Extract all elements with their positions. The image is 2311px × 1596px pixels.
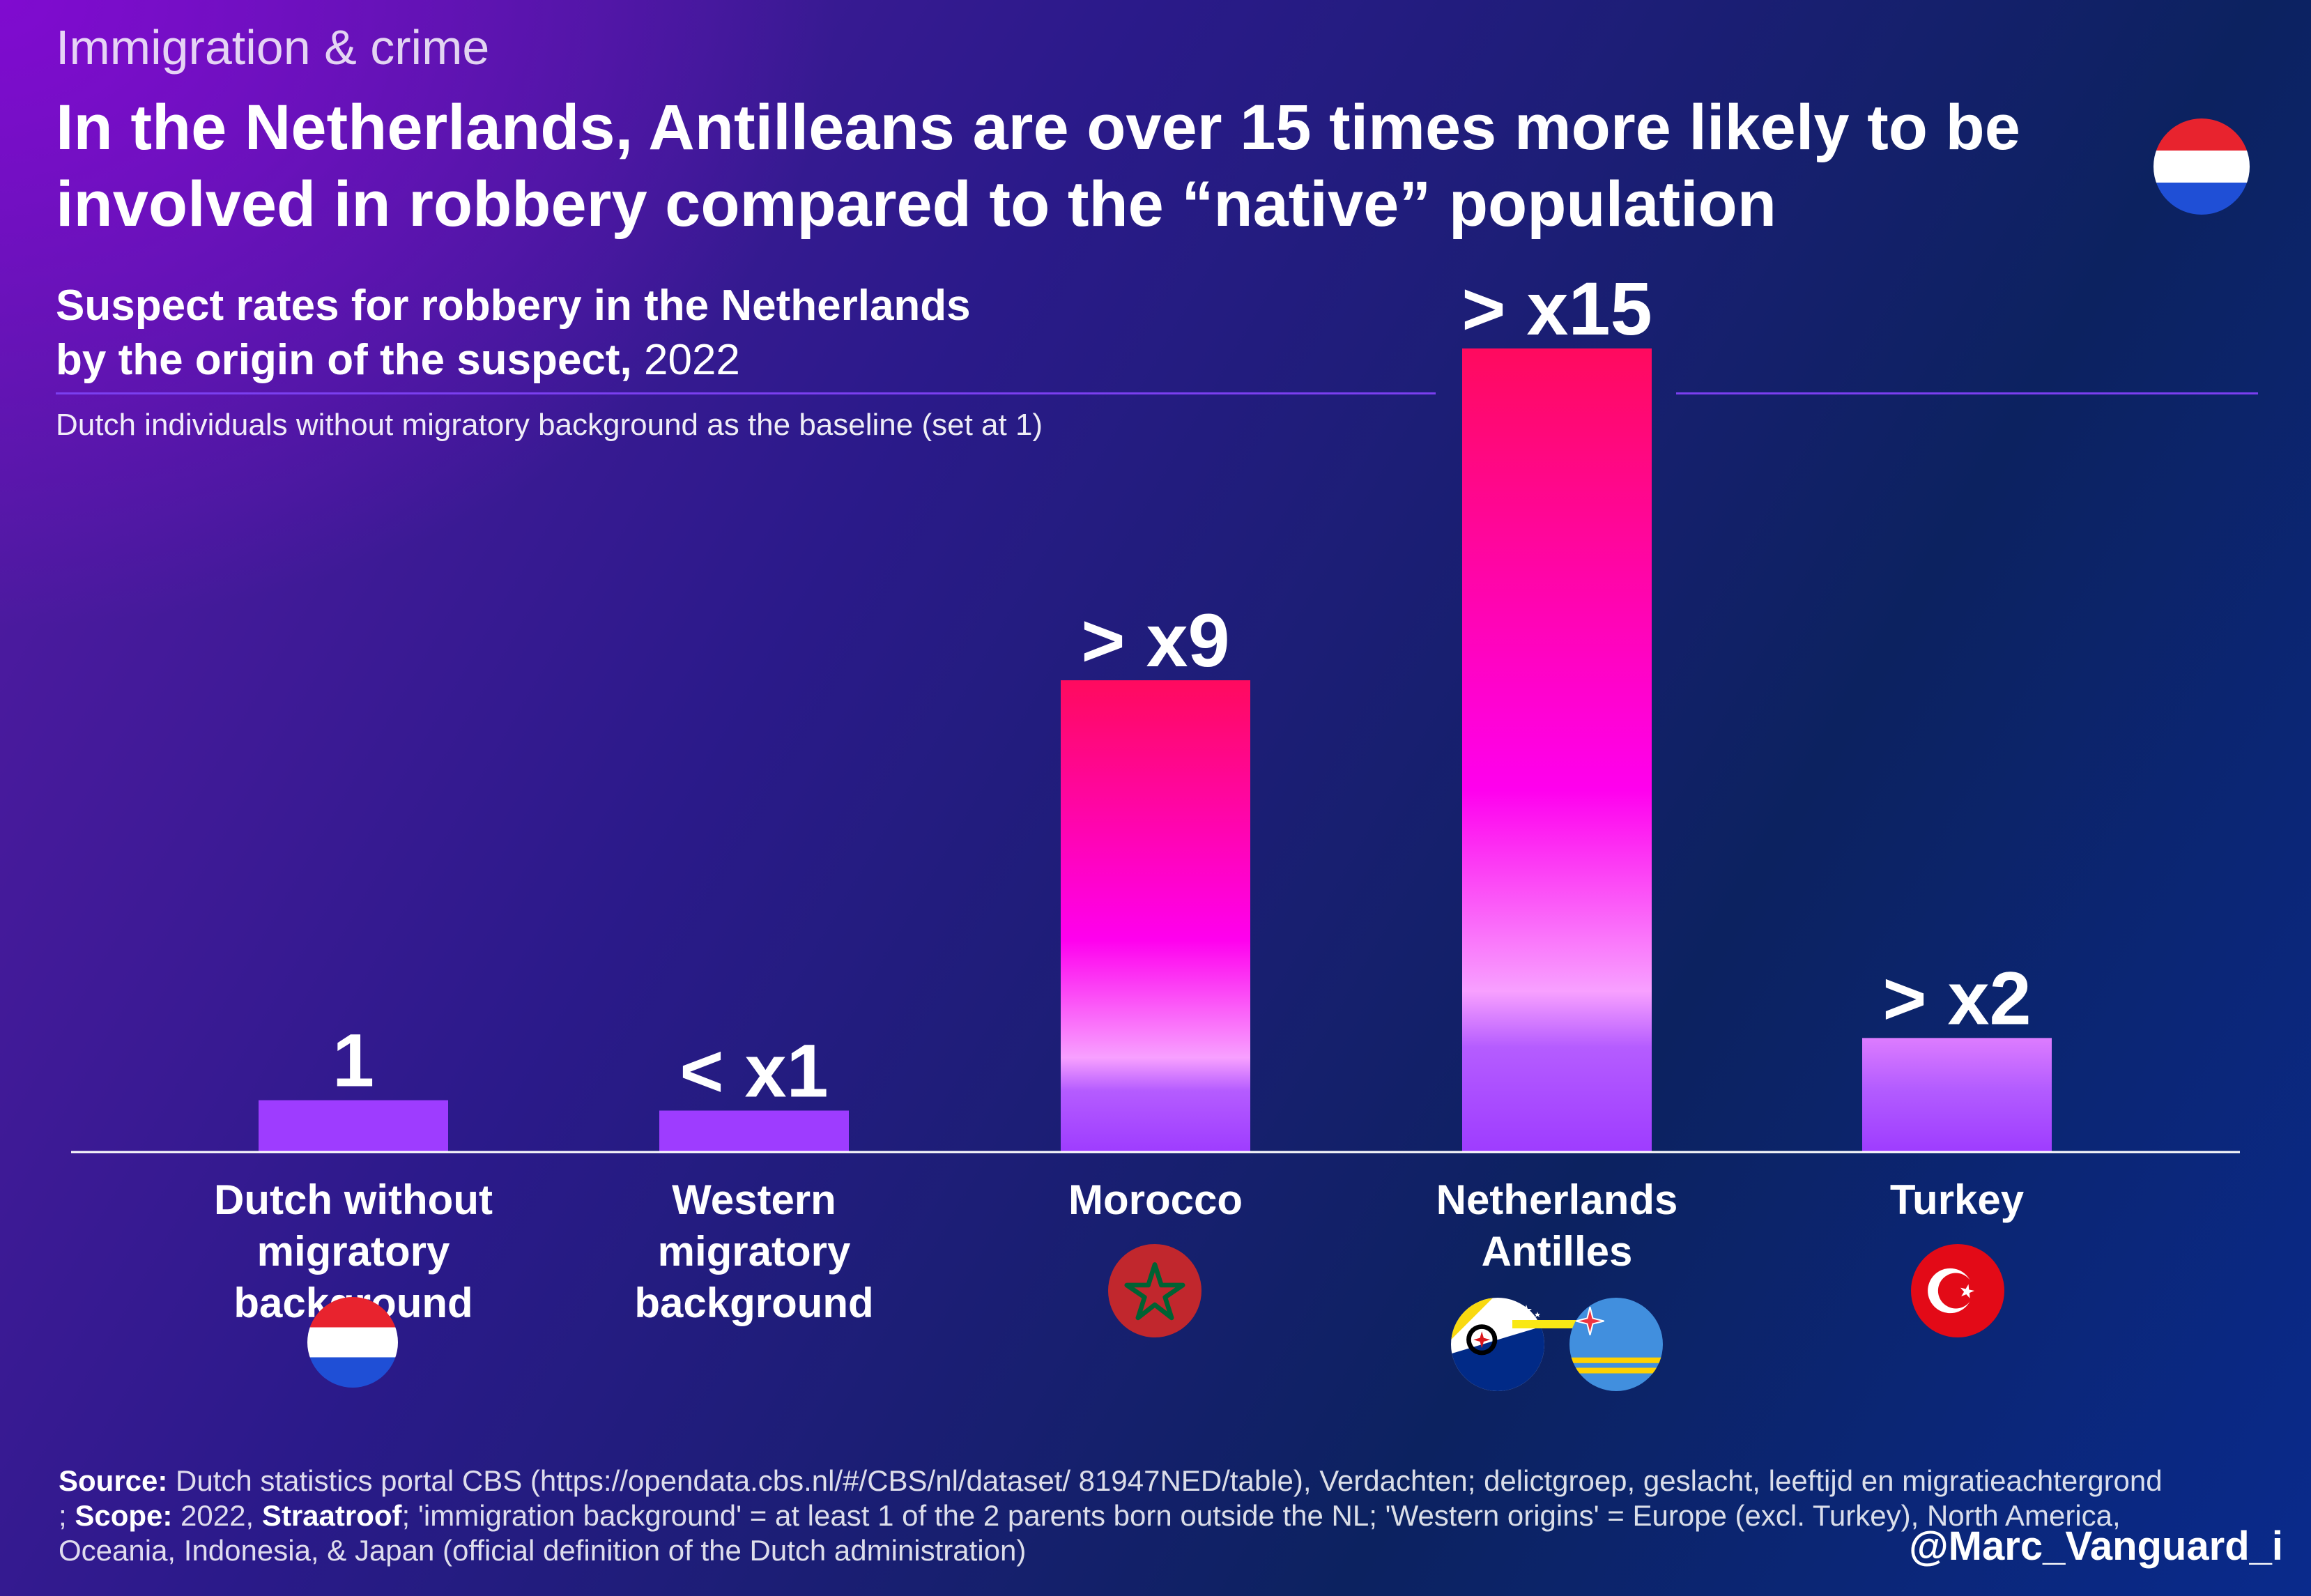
kicker: Immigration & crime: [56, 20, 490, 75]
data-label-2: > x9: [1081, 598, 1229, 682]
author-handle: @Marc_Vanguard_i: [1909, 1524, 2283, 1569]
headline-line-1: In the Netherlands, Antilleans are over …: [56, 92, 2020, 163]
category-label-2: Morocco: [946, 1174, 1365, 1226]
data-label-1: < x1: [680, 1028, 828, 1112]
scope-label: Scope:: [75, 1499, 173, 1532]
data-label-4: > x2: [1882, 956, 2031, 1040]
headline-line-2: involved in robbery compared to the “nat…: [56, 169, 1776, 240]
subtitle-origin: by the origin of the suspect,: [56, 336, 632, 384]
definition-text: ; 'immigration background' = at least 1 …: [59, 1499, 2121, 1567]
source-note: Source: Dutch statistics portal CBS (htt…: [59, 1464, 2177, 1568]
scope-text: 2022,: [172, 1499, 262, 1532]
category-label-line: Dutch without: [214, 1176, 493, 1223]
bar-0: [259, 1100, 448, 1152]
bar-3: [1462, 348, 1652, 1152]
bars-layer: 1 < x1 > x9 > x15 > x2: [259, 266, 2052, 1152]
bar-4: [1862, 1038, 2052, 1152]
category-label-1: Western migratory background: [545, 1174, 963, 1329]
morocco-flag-icon: [1108, 1244, 1201, 1337]
category-label-line: Western: [672, 1176, 836, 1223]
headline: In the Netherlands, Antilleans are over …: [56, 89, 2119, 243]
straatroof-label: Straatroof: [261, 1499, 402, 1532]
data-label-0: 1: [332, 1018, 374, 1103]
turkey-flag-icon: [1911, 1244, 2004, 1337]
netherlands-flag-icon: [307, 1297, 398, 1388]
chart-subtitle: Suspect rates for robbery in the Netherl…: [56, 279, 971, 388]
bar-2: [1061, 680, 1250, 1152]
category-label-line: Turkey: [1889, 1176, 2025, 1223]
netherlands-flag-icon: [2153, 118, 2250, 215]
category-label-line: background: [634, 1280, 874, 1326]
category-label-line: Netherlands: [1436, 1176, 1678, 1223]
category-label-line: Antilles: [1481, 1228, 1633, 1275]
category-label-line: migratory: [657, 1228, 851, 1275]
baseline-note: Dutch individuals without migratory back…: [56, 408, 1043, 442]
subtitle-year: 2022: [631, 336, 740, 384]
bar-1: [659, 1110, 849, 1152]
source-label: Source:: [59, 1464, 168, 1497]
category-label-3: Netherlands Antilles: [1348, 1174, 1766, 1277]
data-label-3: > x15: [1461, 266, 1652, 351]
divider-left: [56, 392, 1436, 394]
category-label-4: Turkey: [1748, 1174, 2166, 1226]
subtitle-line-1: Suspect rates for robbery in the Netherl…: [56, 282, 971, 330]
category-label-line: Morocco: [1068, 1176, 1243, 1223]
subtitle-line-2: by the origin of the suspect, 2022: [56, 333, 971, 388]
curacao-flag-icon: [1512, 1305, 1579, 1328]
divider-right: [1676, 392, 2258, 394]
source-text: Dutch statistics portal CBS (https://ope…: [59, 1464, 2163, 1532]
aruba-flag-icon: [1569, 1298, 1663, 1391]
